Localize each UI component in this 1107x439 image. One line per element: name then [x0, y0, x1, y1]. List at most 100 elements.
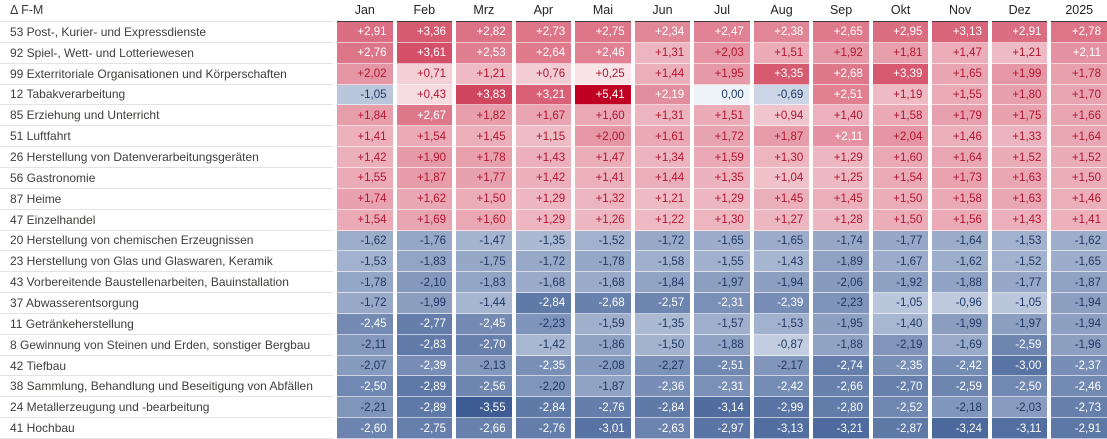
heatmap-cell[interactable]: +1,51 [753, 42, 810, 64]
heatmap-cell[interactable]: -2,51 [694, 355, 750, 377]
heatmap-cell[interactable]: -1,74 [813, 230, 869, 252]
column-header-apr[interactable]: Apr [515, 0, 572, 22]
heatmap-cell[interactable]: -3,21 [813, 418, 869, 439]
heatmap-cell[interactable]: -2,91 [1051, 418, 1107, 439]
heatmap-cell[interactable]: -1,77 [872, 230, 929, 252]
heatmap-cell[interactable]: +1,54 [337, 209, 393, 231]
heatmap-cell[interactable]: -1,88 [813, 334, 869, 356]
heatmap-cell[interactable]: -1,94 [753, 272, 810, 294]
heatmap-cell[interactable]: +1,60 [456, 209, 512, 231]
heatmap-cell[interactable]: -2,45 [456, 313, 512, 335]
heatmap-cell[interactable]: +1,50 [1051, 167, 1107, 189]
heatmap-cell[interactable]: +1,22 [634, 209, 691, 231]
heatmap-cell[interactable]: -1,68 [575, 272, 631, 294]
heatmap-cell[interactable]: -1,75 [456, 251, 512, 273]
heatmap-cell[interactable]: -1,78 [337, 272, 393, 294]
heatmap-cell[interactable]: -3,13 [753, 418, 810, 439]
heatmap-cell[interactable]: -1,53 [753, 313, 810, 335]
heatmap-cell[interactable]: +1,29 [515, 209, 572, 231]
heatmap-cell[interactable]: +1,26 [575, 209, 631, 231]
heatmap-cell[interactable]: +2,73 [515, 22, 572, 43]
heatmap-cell[interactable]: +1,41 [575, 167, 631, 189]
heatmap-cell[interactable]: +1,43 [515, 147, 572, 168]
heatmap-cell[interactable]: +1,30 [694, 209, 750, 231]
heatmap-cell[interactable]: -2,83 [396, 334, 453, 356]
heatmap-cell[interactable]: +2,00 [575, 126, 631, 148]
heatmap-cell[interactable]: -2,36 [634, 376, 691, 398]
heatmap-cell[interactable]: -2,23 [515, 313, 572, 335]
heatmap-cell[interactable]: +2,67 [396, 105, 453, 127]
heatmap-cell[interactable]: +1,82 [456, 105, 512, 127]
column-header-jul[interactable]: Jul [694, 0, 750, 22]
column-header-aug[interactable]: Aug [753, 0, 810, 22]
heatmap-cell[interactable]: -1,92 [872, 272, 929, 294]
heatmap-cell[interactable]: -2,17 [753, 355, 810, 377]
heatmap-cell[interactable]: -3,55 [456, 397, 512, 419]
heatmap-cell[interactable]: +1,79 [932, 105, 988, 127]
row-label[interactable]: 38 Sammlung, Behandlung und Beseitigung … [0, 376, 333, 398]
heatmap-cell[interactable]: +1,75 [991, 105, 1048, 127]
heatmap-cell[interactable]: -0,96 [932, 293, 988, 314]
heatmap-cell[interactable]: +1,46 [1051, 188, 1107, 210]
heatmap-cell[interactable]: -1,64 [932, 230, 988, 252]
heatmap-cell[interactable]: +1,80 [991, 84, 1048, 106]
heatmap-cell[interactable]: +1,52 [1051, 147, 1107, 168]
heatmap-cell[interactable]: +1,58 [932, 188, 988, 210]
heatmap-cell[interactable]: -1,89 [813, 251, 869, 273]
heatmap-cell[interactable]: -2,84 [515, 293, 572, 314]
heatmap-cell[interactable]: +1,29 [694, 188, 750, 210]
heatmap-cell[interactable]: -1,65 [1051, 251, 1107, 273]
heatmap-cell[interactable]: +1,72 [694, 126, 750, 148]
heatmap-cell[interactable]: +2,38 [753, 22, 810, 43]
column-header-sep[interactable]: Sep [813, 0, 869, 22]
heatmap-cell[interactable]: +2,03 [694, 42, 750, 64]
heatmap-cell[interactable]: -2,42 [753, 376, 810, 398]
row-label[interactable]: 47 Einzelhandel [0, 210, 333, 231]
row-label[interactable]: 92 Spiel-, Wett- und Lotteriewesen [0, 43, 333, 64]
heatmap-cell[interactable]: -1,83 [456, 272, 512, 294]
heatmap-cell[interactable]: +2,04 [872, 126, 929, 148]
heatmap-cell[interactable]: -1,88 [932, 272, 988, 294]
heatmap-cell[interactable]: -1,76 [396, 230, 453, 252]
heatmap-cell[interactable]: -2,27 [634, 355, 691, 377]
heatmap-cell[interactable]: +1,44 [634, 167, 691, 189]
row-label[interactable]: 37 Abwasserentsorgung [0, 293, 333, 314]
heatmap-cell[interactable]: -1,53 [337, 251, 393, 273]
heatmap-cell[interactable]: -2,03 [991, 397, 1048, 419]
heatmap-cell[interactable]: +3,36 [396, 22, 453, 43]
heatmap-cell[interactable]: +1,42 [515, 167, 572, 189]
heatmap-cell[interactable]: -1,65 [753, 230, 810, 252]
heatmap-cell[interactable]: -1,77 [991, 272, 1048, 294]
heatmap-cell[interactable]: -2,59 [932, 376, 988, 398]
heatmap-cell[interactable]: -1,99 [932, 313, 988, 335]
heatmap-cell[interactable]: -2,56 [456, 376, 512, 398]
heatmap-cell[interactable]: +1,04 [753, 167, 810, 189]
heatmap-cell[interactable]: +1,50 [872, 188, 929, 210]
heatmap-cell[interactable]: -2,76 [575, 397, 631, 419]
heatmap-cell[interactable]: -1,47 [456, 230, 512, 252]
heatmap-cell[interactable]: -1,65 [694, 230, 750, 252]
heatmap-cell[interactable]: +1,55 [932, 84, 988, 106]
heatmap-cell[interactable]: -3,00 [991, 355, 1048, 377]
heatmap-cell[interactable]: +1,42 [337, 147, 393, 168]
heatmap-cell[interactable]: +1,29 [813, 147, 869, 168]
heatmap-cell[interactable]: +3,13 [932, 22, 988, 43]
heatmap-cell[interactable]: +1,63 [991, 188, 1048, 210]
heatmap-cell[interactable]: +2,75 [575, 22, 631, 43]
heatmap-cell[interactable]: +1,92 [813, 42, 869, 64]
heatmap-cell[interactable]: -2,31 [694, 376, 750, 398]
heatmap-cell[interactable]: -2,06 [813, 272, 869, 294]
heatmap-cell[interactable]: -1,50 [634, 334, 691, 356]
heatmap-cell[interactable]: +1,19 [872, 84, 929, 106]
heatmap-cell[interactable]: -2,13 [456, 355, 512, 377]
heatmap-cell[interactable]: +1,30 [753, 147, 810, 168]
heatmap-cell[interactable]: +1,43 [991, 209, 1048, 231]
heatmap-cell[interactable]: -2,60 [337, 418, 393, 439]
heatmap-cell[interactable]: +1,90 [396, 147, 453, 168]
row-label[interactable]: 43 Vorbereitende Baustellenarbeiten, Bau… [0, 272, 333, 294]
heatmap-cell[interactable]: +1,45 [813, 188, 869, 210]
heatmap-cell[interactable]: +0,25 [575, 63, 631, 85]
heatmap-cell[interactable]: -1,87 [1051, 272, 1107, 294]
heatmap-cell[interactable]: +1,32 [575, 188, 631, 210]
row-label[interactable]: 23 Herstellung von Glas und Glaswaren, K… [0, 251, 333, 273]
